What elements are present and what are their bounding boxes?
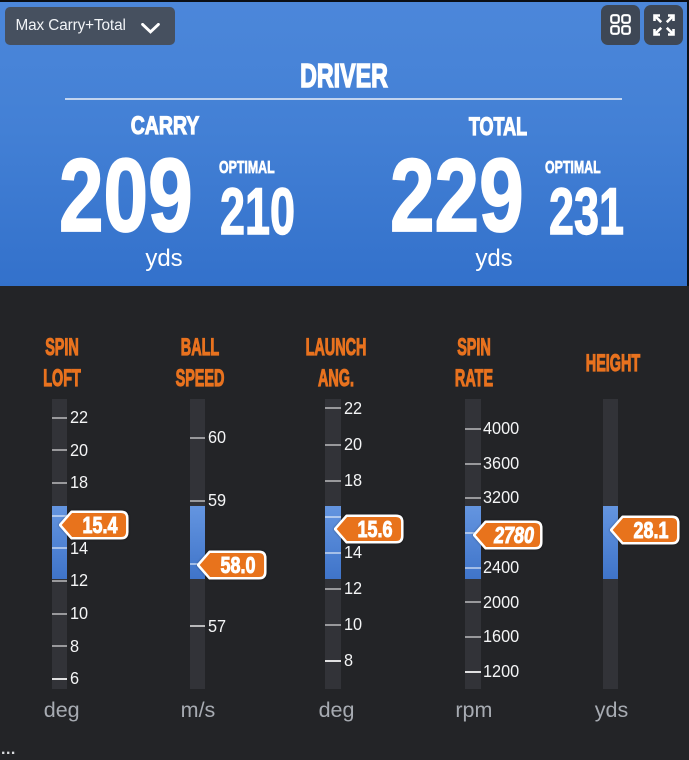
svg-text:15.4: 15.4 <box>82 513 117 539</box>
svg-text:15.6: 15.6 <box>358 517 393 543</box>
svg-text:2780: 2780 <box>493 523 534 549</box>
svg-text:28.1: 28.1 <box>634 518 669 544</box>
svg-text:58.0: 58.0 <box>221 553 256 579</box>
